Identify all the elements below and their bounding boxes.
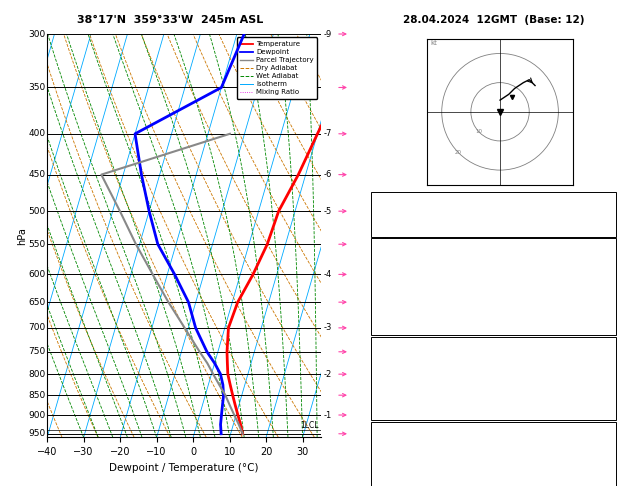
Text: 800: 800 [596, 353, 613, 362]
Text: SREH: SREH [374, 451, 399, 460]
Text: 950: 950 [28, 429, 46, 438]
Text: 0: 0 [608, 322, 613, 331]
Text: Surface: Surface [474, 241, 513, 250]
Text: K: K [374, 194, 380, 203]
Text: 306: 306 [596, 281, 613, 290]
Text: 1LCL: 1LCL [301, 421, 319, 430]
Text: -6: -6 [324, 170, 332, 179]
Text: -7: -7 [324, 129, 332, 139]
Text: 22: 22 [602, 194, 613, 203]
Text: 400: 400 [29, 129, 46, 139]
Text: 10: 10 [476, 129, 482, 134]
Text: 2: 2 [608, 222, 613, 230]
Text: Lifted Index: Lifted Index [374, 380, 428, 389]
Text: 28.04.2024  12GMT  (Base: 12): 28.04.2024 12GMT (Base: 12) [403, 15, 584, 25]
Text: 650: 650 [28, 297, 46, 307]
Text: kt: kt [430, 40, 437, 46]
Text: Pressure (mb): Pressure (mb) [374, 353, 437, 362]
Text: Mixing Ratio (g/kg): Mixing Ratio (g/kg) [382, 196, 391, 276]
Text: 6: 6 [608, 295, 613, 304]
Text: 13.3: 13.3 [593, 254, 613, 263]
Text: Totals Totals: Totals Totals [374, 208, 428, 217]
Text: 243°: 243° [592, 465, 613, 474]
Text: © weatheronline.co.uk: © weatheronline.co.uk [450, 472, 538, 481]
Text: CIN (J): CIN (J) [374, 322, 403, 331]
Text: 450: 450 [29, 170, 46, 179]
Text: 0: 0 [608, 407, 613, 416]
Text: -9: -9 [324, 30, 332, 38]
Text: 308: 308 [596, 366, 613, 375]
Text: 600: 600 [28, 270, 46, 279]
Text: 21: 21 [602, 479, 613, 486]
Text: 350: 350 [28, 83, 46, 92]
Text: StmSpd (kt): StmSpd (kt) [374, 479, 428, 486]
Text: EH: EH [374, 438, 387, 447]
Text: 5: 5 [608, 380, 613, 389]
Text: 44: 44 [602, 208, 613, 217]
Text: 900: 900 [28, 411, 46, 419]
Text: 700: 700 [28, 323, 46, 332]
Text: 750: 750 [28, 347, 46, 356]
Text: 800: 800 [28, 370, 46, 379]
Text: θε(K): θε(K) [374, 281, 398, 290]
Text: -1: -1 [324, 411, 332, 419]
Text: Lifted Index: Lifted Index [374, 295, 428, 304]
Text: 850: 850 [28, 391, 46, 399]
Text: Temp (°C): Temp (°C) [374, 254, 419, 263]
Text: θε (K): θε (K) [374, 366, 401, 375]
X-axis label: Dewpoint / Temperature (°C): Dewpoint / Temperature (°C) [109, 463, 259, 473]
Text: -4: -4 [324, 270, 332, 279]
Text: Most Unstable: Most Unstable [457, 340, 530, 349]
Text: PW (cm): PW (cm) [374, 222, 412, 230]
Text: CAPE (J): CAPE (J) [374, 309, 410, 317]
Text: CIN (J): CIN (J) [374, 407, 403, 416]
Text: 94: 94 [602, 451, 613, 460]
Text: 550: 550 [28, 240, 46, 249]
Text: -2: -2 [324, 370, 332, 379]
Text: 0: 0 [608, 309, 613, 317]
Text: 300: 300 [28, 30, 46, 38]
Text: 20: 20 [455, 150, 462, 155]
Text: 38°17'N  359°33'W  245m ASL: 38°17'N 359°33'W 245m ASL [77, 15, 263, 25]
Text: 7.4: 7.4 [599, 268, 613, 277]
Text: -5: -5 [324, 207, 332, 216]
Text: StmDir: StmDir [374, 465, 406, 474]
Text: hPa: hPa [18, 227, 28, 244]
Text: -3: -3 [324, 323, 332, 332]
Text: 500: 500 [28, 207, 46, 216]
Text: Hodograph: Hodograph [465, 425, 522, 434]
Text: CAPE (J): CAPE (J) [374, 394, 410, 402]
Text: 5: 5 [608, 438, 613, 447]
Text: Dewp (°C): Dewp (°C) [374, 268, 421, 277]
Text: 0: 0 [608, 394, 613, 402]
Legend: Temperature, Dewpoint, Parcel Trajectory, Dry Adiabat, Wet Adiabat, Isotherm, Mi: Temperature, Dewpoint, Parcel Trajectory… [237, 37, 317, 99]
